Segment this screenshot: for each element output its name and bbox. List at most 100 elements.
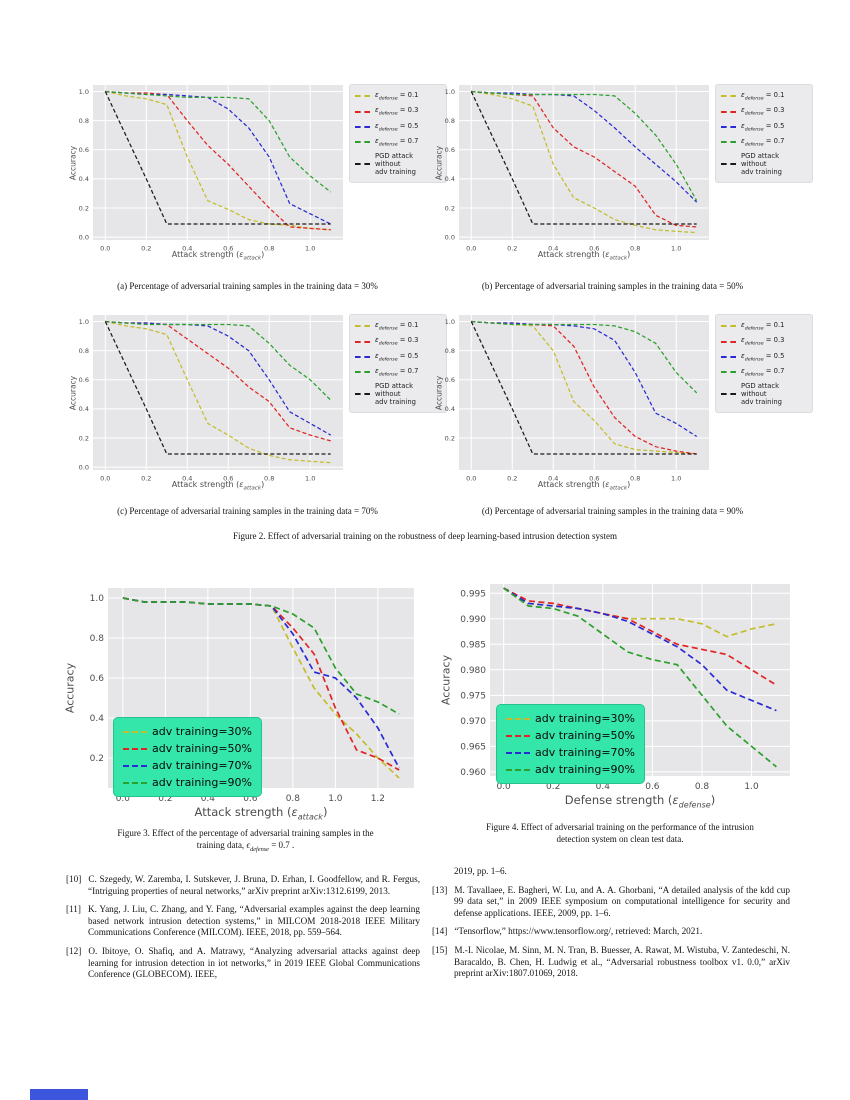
- fig2a-xlabel: Attack strength (εattack): [171, 250, 265, 262]
- svg-text:0.8: 0.8: [264, 475, 274, 483]
- fig2a-series-green: [105, 90, 332, 193]
- legend-entry: εdefense = 0.7: [721, 367, 807, 377]
- legend-label: εdefense = 0.5: [375, 351, 419, 363]
- legend-label: adv training=90%: [152, 776, 253, 789]
- legend-label: εdefense = 0.5: [741, 121, 785, 133]
- fig3-xlabel: Attack strength (εattack): [194, 805, 328, 822]
- legend-entry: PGD attack without adv training: [355, 152, 441, 176]
- legend-label: εdefense = 0.5: [375, 121, 419, 133]
- figure3-caption-line2: training data, ϵdefense = 0.7 .: [196, 840, 295, 853]
- reference-item: 2019, pp. 1–6.: [454, 866, 507, 876]
- svg-text:1.0: 1.0: [79, 88, 89, 96]
- figure2d-chart: 0.0 0.2 0.4 0.6 0.8 1.0 0.2 0.4 0.6 0.8 1.0 Accurac…: [432, 306, 813, 506]
- svg-text:0.6: 0.6: [645, 782, 660, 792]
- legend-dash-red: [355, 110, 370, 113]
- svg-text:0.6: 0.6: [79, 376, 89, 384]
- svg-text:0.0: 0.0: [100, 475, 110, 483]
- legend-dash-black: [355, 393, 370, 396]
- legend-label: εdefense = 0.7: [741, 367, 785, 378]
- legend-dash-green: [506, 768, 530, 771]
- legend-label: PGD attack without adv training: [741, 382, 782, 407]
- fig4-series-green: [503, 587, 777, 768]
- legend-dash-red: [721, 340, 736, 343]
- svg-text:1.0: 1.0: [445, 88, 455, 96]
- legend-entry: εdefense = 0.7: [355, 367, 441, 377]
- legend-entry: εdefense = 0.1: [355, 321, 441, 331]
- svg-text:0.6: 0.6: [445, 146, 455, 154]
- svg-text:0.0: 0.0: [79, 233, 89, 241]
- legend-entry: εdefense = 0.1: [721, 91, 807, 101]
- references-right-column: 2019, pp. 1–6. [13] M. Tavallaee, E. Baghe…: [432, 866, 790, 987]
- fig2b-plot-area: 0.0 0.2 0.4 0.6 0.8 1.0 0.0 0.2 0.4 0.6 0.8 1.0: [445, 85, 709, 253]
- legend-label: εdefense = 0.3: [741, 106, 785, 117]
- figure2d-caption: (d) Percentage of adversarial training s…: [481, 506, 744, 516]
- svg-text:1.0: 1.0: [79, 318, 89, 326]
- svg-text:0.2: 0.2: [445, 434, 455, 442]
- fig2a-series-red: [105, 90, 331, 231]
- svg-text:0.4: 0.4: [79, 405, 89, 413]
- reference-number: [12]: [66, 945, 82, 956]
- svg-text:0.8: 0.8: [286, 794, 301, 804]
- svg-text:0.2: 0.2: [158, 794, 172, 804]
- legend-dash-black: [355, 163, 370, 166]
- legend-dash-blue: [355, 355, 370, 358]
- svg-text:0.8: 0.8: [630, 475, 640, 483]
- svg-text:0.4: 0.4: [548, 245, 558, 253]
- svg-text:0.4: 0.4: [79, 175, 89, 183]
- fig4-series-red: [503, 587, 777, 686]
- fig2b-series-yellow: [471, 90, 697, 234]
- legend-entry: adv training=70%: [506, 746, 635, 759]
- reference-number: [13]: [432, 884, 448, 895]
- figure3-chart: 0.0 0.2 0.4 0.6 0.8 1.0 1.2 0.2 0.4 0.6 0.8 1.0 Accu…: [58, 578, 433, 823]
- svg-text:0.2: 0.2: [445, 204, 455, 212]
- svg-text:0.8: 0.8: [445, 117, 455, 125]
- reference-number: [10]: [66, 874, 82, 884]
- svg-text:0.8: 0.8: [79, 117, 89, 125]
- legend-entry: εdefense = 0.7: [355, 137, 441, 147]
- fig2d-series-blue: [471, 320, 698, 438]
- svg-text:0.985: 0.985: [460, 640, 486, 650]
- legend-label: εdefense = 0.1: [741, 91, 785, 102]
- figure3-caption-line1: Figure 3. Effect of the percentage of ad…: [117, 828, 374, 838]
- legend-entry: εdefense = 0.1: [721, 321, 807, 331]
- svg-text:0.6: 0.6: [79, 146, 89, 154]
- svg-text:0.4: 0.4: [596, 782, 611, 792]
- bottom-blue-bar: [30, 1089, 88, 1100]
- svg-text:1.2: 1.2: [371, 794, 385, 804]
- svg-text:0.8: 0.8: [445, 347, 455, 355]
- fig2d-series-black: [470, 321, 697, 455]
- svg-text:0.8: 0.8: [264, 245, 274, 253]
- svg-text:0.6: 0.6: [243, 794, 258, 804]
- legend-dash-yellow: [721, 325, 736, 328]
- fig2d-xlabel: Attack strength (εattack): [537, 480, 631, 492]
- fig2d-plot-area: 0.0 0.2 0.4 0.6 0.8 1.0 0.2 0.4 0.6 0.8 1.0: [445, 315, 709, 483]
- svg-text:0.0: 0.0: [466, 245, 476, 253]
- svg-text:0.4: 0.4: [182, 475, 192, 483]
- legend-entry: εdefense = 0.3: [721, 336, 807, 347]
- svg-text:0.0: 0.0: [100, 245, 110, 253]
- reference-item: [11] K. Yang, J. Liu, C. Zhang, and Y. Fa…: [66, 904, 420, 938]
- legend-dash-red: [506, 734, 530, 737]
- legend-label: εdefense = 0.3: [375, 106, 419, 117]
- fig2a-plot-area: 0.0 0.2 0.4 0.6 0.8 1.0 0.0 0.2 0.4 0.6 0.8 1.0: [79, 85, 343, 253]
- figure2b-chart: 0.0 0.2 0.4 0.6 0.8 1.0 0.0 0.2 0.4 0.6 0.8 1.0 Accu…: [432, 76, 813, 276]
- svg-text:1.0: 1.0: [305, 245, 315, 253]
- figure2c-chart: 0.0 0.2 0.4 0.6 0.8 1.0 0.0 0.2 0.4 0.6 0.8 1.0 Accu…: [66, 306, 447, 506]
- svg-text:1.0: 1.0: [328, 794, 343, 804]
- reference-item: [14] “Tensorflow,” https://www.tensorflow…: [432, 926, 703, 937]
- fig2c-legend: εdefense = 0.1 εdefense = 0.3 εdefense = 0…: [349, 314, 447, 414]
- legend-entry: PGD attack without adv training: [355, 382, 441, 406]
- svg-text:0.975: 0.975: [460, 691, 486, 701]
- legend-dash-yellow: [355, 325, 370, 328]
- svg-text:0.995: 0.995: [460, 589, 486, 599]
- legend-dash-black: [721, 163, 736, 166]
- legend-label: adv training=70%: [535, 746, 636, 759]
- legend-entry: adv training=30%: [123, 725, 252, 738]
- svg-text:0.4: 0.4: [90, 714, 105, 724]
- legend-dash-black: [721, 393, 736, 396]
- legend-entry: adv training=90%: [123, 776, 252, 789]
- fig2a-series-black: [104, 91, 331, 225]
- svg-text:0.2: 0.2: [507, 245, 517, 253]
- svg-text:0.960: 0.960: [460, 768, 486, 778]
- figure4-caption-line1: Figure 4. Effect of adversarial training…: [486, 822, 754, 832]
